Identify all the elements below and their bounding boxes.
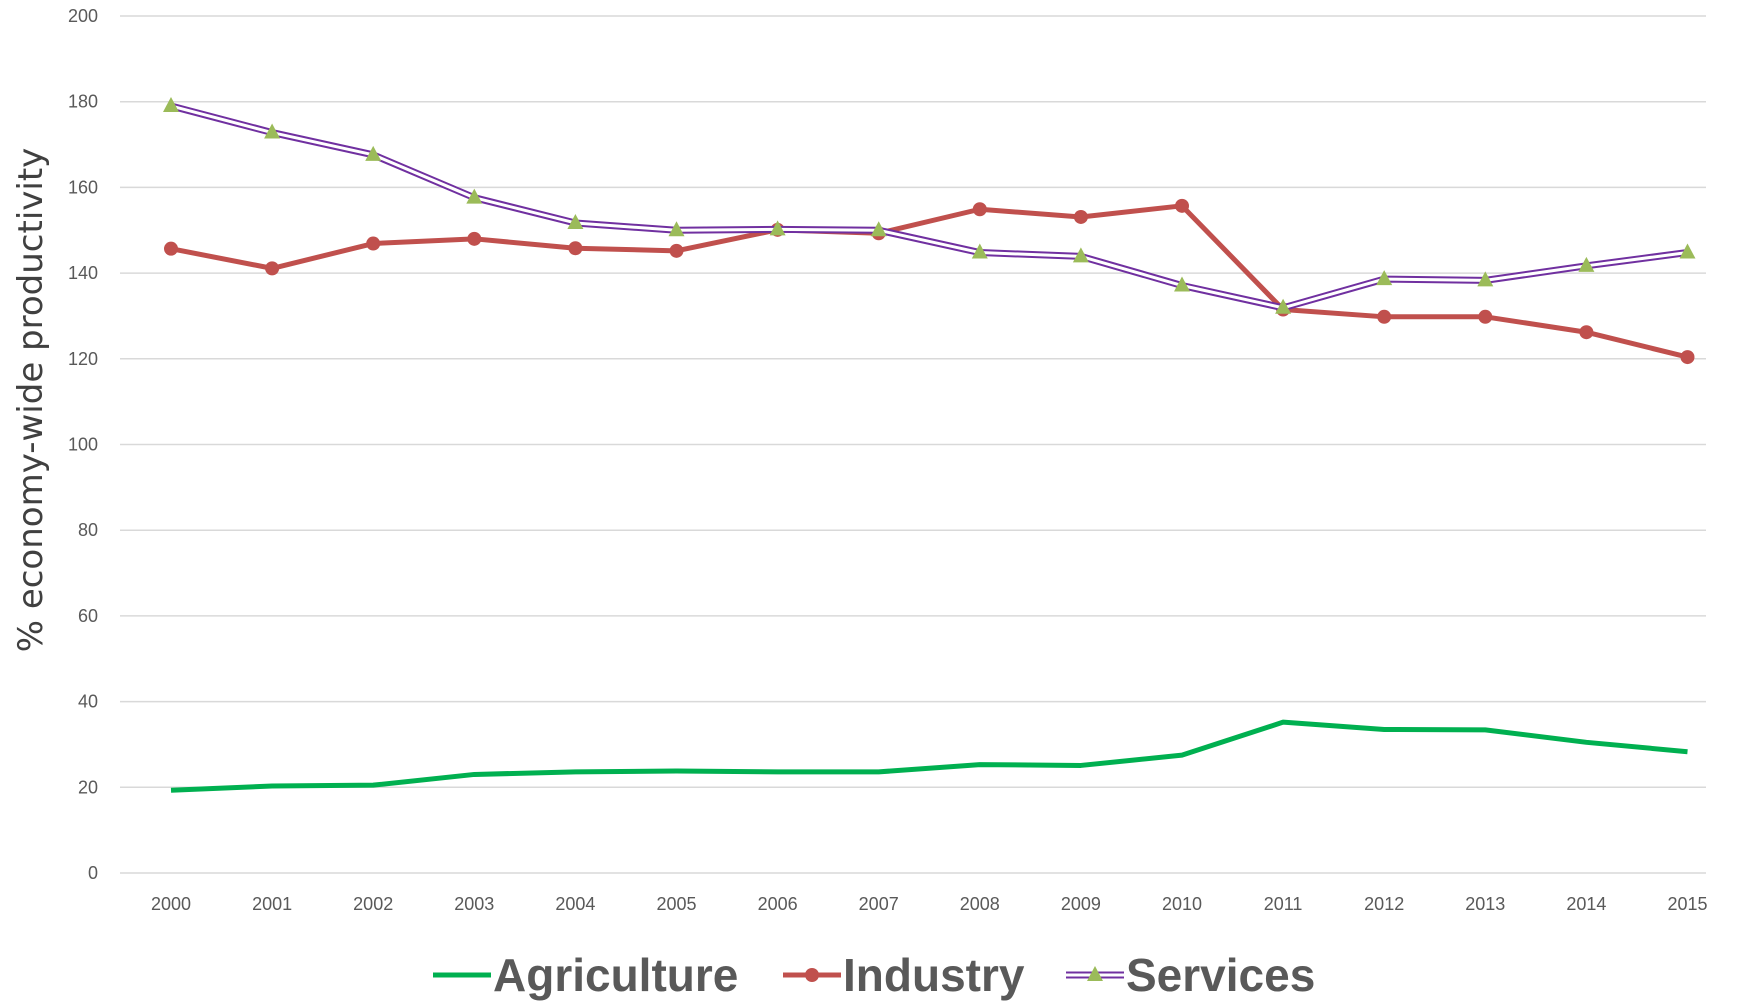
legend-item-agriculture: Agriculture [433, 949, 738, 1001]
data-point-circle [1377, 309, 1392, 324]
data-point-triangle [264, 123, 281, 139]
x-tick-label: 2000 [151, 894, 191, 914]
data-point-triangle [1679, 243, 1696, 259]
x-tick-label: 2011 [1264, 894, 1303, 914]
y-tick-label: 180 [68, 92, 98, 112]
y-tick-label: 60 [78, 606, 98, 626]
data-point-triangle [668, 221, 685, 237]
legend-marker [805, 968, 819, 982]
x-tick-label: 2010 [1162, 894, 1202, 914]
x-tick-label: 2003 [454, 894, 494, 914]
series-services [163, 96, 1696, 314]
data-point-triangle [1477, 271, 1494, 287]
data-point-circle [1680, 350, 1695, 365]
data-point-circle [366, 236, 381, 251]
x-tick-label: 2006 [758, 894, 798, 914]
x-tick-label: 2007 [859, 894, 899, 914]
y-axis-label: % economy-wide productivity [11, 148, 51, 653]
y-tick-label: 20 [78, 777, 98, 797]
data-point-circle [568, 241, 583, 256]
legend-marker [1087, 966, 1103, 981]
x-tick-label: 2012 [1364, 894, 1404, 914]
x-axis-ticks: 2000 2001 2002 2003 2004 2005 2006 2007 2008 2009… [151, 894, 1708, 914]
data-point-circle [467, 231, 482, 246]
data-point-circle [669, 243, 684, 258]
data-point-triangle [769, 220, 786, 236]
data-point-triangle [870, 221, 887, 237]
legend-label: Services [1126, 949, 1315, 1001]
series-line [170, 203, 1689, 360]
legend-item-industry: Industry [783, 949, 1025, 1001]
legend: Agriculture Industry Services [433, 949, 1315, 1001]
data-point-circle [1478, 309, 1493, 324]
x-tick-label: 2009 [1061, 894, 1101, 914]
y-tick-label: 120 [68, 349, 98, 369]
series-agriculture [170, 719, 1688, 793]
y-axis-ticks: 0 20 40 60 80 100 120 140 160 180 200 [68, 6, 98, 883]
data-point-triangle [466, 188, 483, 204]
y-tick-label: 100 [68, 435, 98, 455]
x-tick-label: 2013 [1465, 894, 1505, 914]
data-point-circle [1175, 198, 1189, 213]
y-tick-label: 160 [68, 177, 98, 197]
y-tick-label: 0 [88, 863, 98, 883]
y-tick-label: 200 [68, 6, 98, 26]
data-point-circle [265, 261, 280, 276]
data-point-circle [164, 241, 178, 256]
series-layer [163, 96, 1696, 793]
data-point-triangle [1275, 298, 1292, 314]
x-tick-label: 2008 [960, 894, 1000, 914]
x-tick-label: 2014 [1566, 894, 1606, 914]
data-point-triangle [1072, 247, 1089, 263]
legend-item-services: Services [1066, 949, 1315, 1001]
x-tick-label: 2001 [252, 894, 292, 914]
gridlines [120, 15, 1706, 874]
x-tick-label: 2015 [1667, 894, 1707, 914]
series-line-inner [170, 104, 1688, 310]
series-line [170, 719, 1688, 793]
y-tick-label: 140 [68, 263, 98, 283]
data-point-triangle [163, 96, 179, 112]
data-point-triangle [365, 145, 382, 161]
x-tick-label: 2005 [656, 894, 696, 914]
data-point-circle [1579, 325, 1594, 340]
series-line-outer [170, 102, 1688, 312]
data-point-circle [972, 202, 987, 217]
x-tick-label: 2004 [555, 894, 595, 914]
data-point-circle [1073, 209, 1088, 224]
data-point-triangle [567, 213, 584, 229]
x-tick-label: 2002 [353, 894, 393, 914]
data-point-triangle [971, 243, 988, 259]
legend-label: Industry [843, 949, 1025, 1001]
data-point-triangle [1578, 256, 1595, 272]
legend-label: Agriculture [493, 949, 738, 1001]
y-tick-label: 40 [78, 692, 98, 712]
data-point-triangle [1376, 270, 1393, 286]
y-tick-label: 80 [78, 520, 98, 540]
data-point-triangle [1174, 276, 1190, 292]
